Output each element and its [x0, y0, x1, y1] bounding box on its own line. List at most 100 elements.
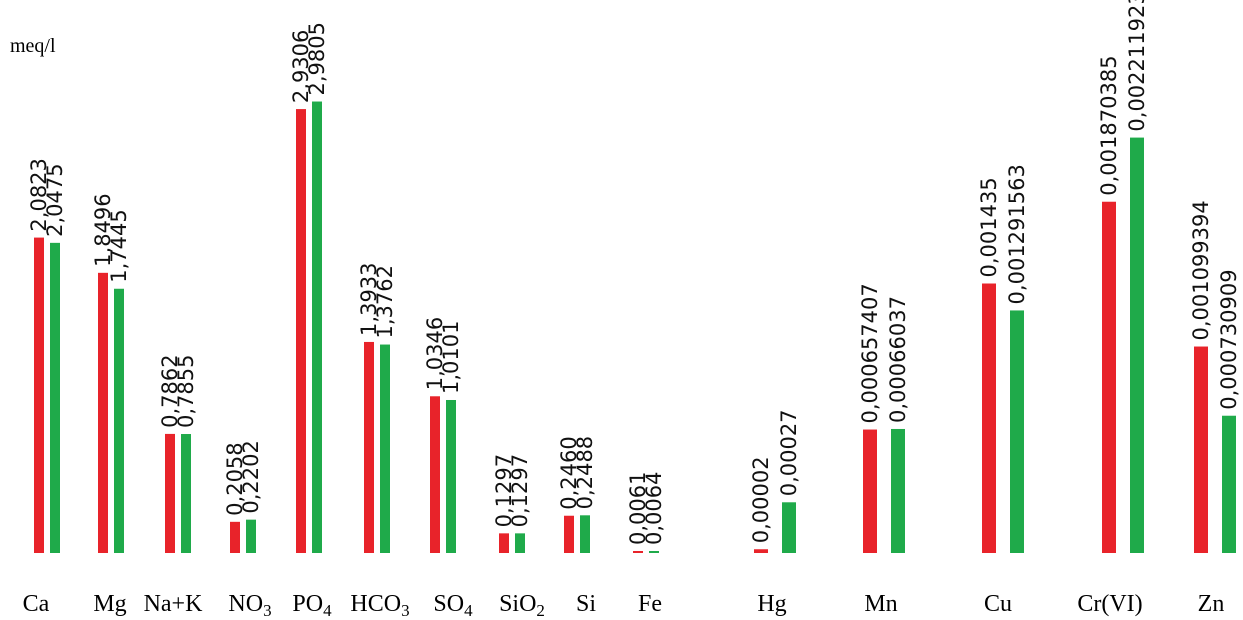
data-label: 1,0346 [423, 317, 447, 390]
data-label: 1,7445 [107, 209, 131, 282]
category-label: SO4 [433, 591, 473, 620]
data-label: 0,2202 [239, 440, 263, 513]
data-label: 0,00066037 [886, 296, 910, 423]
category-label-subscript: 4 [464, 601, 473, 620]
bar-sio-series1 [499, 533, 509, 553]
category-label-subscript: 2 [536, 601, 545, 620]
category-label-text: SO [433, 591, 464, 617]
bar-no-series1 [230, 521, 240, 553]
category-label: PO4 [292, 591, 332, 620]
data-label: 0,00002 [749, 456, 773, 543]
data-label: 0,001099394 [1189, 200, 1213, 340]
data-label: 0,2058 [223, 442, 247, 515]
data-label: 1,3762 [373, 265, 397, 338]
bar-ca-series2 [50, 242, 60, 553]
category-label: Mg [93, 591, 126, 617]
category-label-text: PO [292, 591, 323, 617]
bar-crvi-series2 [1130, 137, 1144, 553]
category-label-text: Mn [864, 591, 897, 617]
bar-so-series2 [446, 399, 456, 553]
data-label: 2,0475 [43, 163, 67, 236]
category-label-text: Fe [638, 591, 662, 617]
bar-hco-series1 [364, 341, 374, 553]
category-label-text: Mg [93, 591, 126, 617]
category-label-text: Cu [984, 591, 1012, 617]
category-label-text: Hg [757, 591, 786, 617]
bar-nak-series1 [165, 433, 175, 553]
data-label: 0,000657407 [858, 283, 882, 423]
data-label: 0,2460 [557, 436, 581, 509]
category-label: Si [576, 591, 596, 617]
bar-ca-series1 [34, 237, 44, 553]
category-label-text: Zn [1198, 591, 1225, 617]
category-label: Na+K [144, 591, 204, 617]
bar-mn-series1 [863, 429, 877, 553]
category-labels-group: Ca Mg Na+K NO3 PO4 HCO3 SO4 SiO2 Si Fe Hg Mn Cu Cr(VI… [23, 591, 1225, 620]
category-label: Cr(VI) [1077, 591, 1142, 617]
category-label: Zn [1198, 591, 1225, 617]
bar-fe-series2 [649, 551, 659, 553]
category-label: Cu [984, 591, 1012, 617]
category-label-text: Si [576, 591, 596, 617]
category-label: SiO2 [499, 591, 545, 620]
bar-si-series1 [564, 515, 574, 553]
data-label: 0,0061 [626, 472, 650, 545]
bar-mg-series2 [114, 288, 124, 553]
bars-group [34, 101, 1236, 554]
category-label: NO3 [228, 591, 271, 620]
category-label-text: HCO [350, 591, 401, 617]
bar-si-series2 [580, 515, 590, 553]
category-label: HCO3 [350, 591, 409, 620]
category-label: Fe [638, 591, 662, 617]
data-label: 0,000730909 [1217, 269, 1241, 409]
data-label: 0,1297 [508, 454, 532, 527]
category-label-text: Cr(VI) [1077, 591, 1142, 617]
bar-hg-series2 [782, 502, 796, 553]
data-label: 0,002211923 [1125, 0, 1149, 132]
data-label: 0,1297 [492, 454, 516, 527]
bar-mn-series2 [891, 428, 905, 553]
data-label: 1,8496 [91, 193, 115, 266]
data-label: 0,001870385 [1097, 55, 1121, 195]
bar-fe-series1 [633, 551, 643, 553]
data-label: 1,3933 [357, 262, 381, 335]
bar-mg-series1 [98, 272, 108, 553]
bar-sio-series2 [515, 533, 525, 553]
data-label: 0,7855 [174, 355, 198, 428]
category-label-text: Ca [23, 591, 50, 617]
bar-zn-series1 [1194, 346, 1208, 553]
data-label: 2,0823 [27, 158, 51, 231]
category-label: Ca [23, 591, 50, 617]
bar-cu-series2 [1010, 310, 1024, 553]
category-label-text: SiO [499, 591, 536, 617]
bar-hg-series1 [754, 549, 768, 553]
bar-po-series1 [296, 109, 306, 553]
bar-po-series2 [312, 101, 322, 554]
bar-crvi-series1 [1102, 201, 1116, 553]
bar-hco-series2 [380, 344, 390, 553]
bar-nak-series2 [181, 434, 191, 553]
data-label: 0,001291563 [1005, 164, 1029, 304]
bar-zn-series2 [1222, 415, 1236, 553]
category-label-text: Na+K [144, 591, 204, 617]
category-label: Mn [864, 591, 897, 617]
bar-cu-series1 [982, 283, 996, 553]
category-label-subscript: 3 [263, 601, 272, 620]
category-label-subscript: 4 [323, 601, 332, 620]
data-label: 1,0101 [439, 321, 463, 394]
data-label: 0,001435 [977, 177, 1001, 277]
bar-so-series1 [430, 396, 440, 553]
bar-no-series2 [246, 519, 256, 553]
data-label: 0,0064 [642, 472, 666, 545]
y-axis-label: meq/l [10, 35, 56, 57]
category-label: Hg [757, 591, 786, 617]
data-label: 0,00027 [777, 409, 801, 496]
data-label: 0,2488 [573, 436, 597, 509]
category-label-text: NO [228, 591, 263, 617]
data-label: 0,7862 [158, 354, 182, 427]
data-label: 2,9306 [289, 30, 313, 103]
category-label-subscript: 3 [401, 601, 410, 620]
data-label: 2,9805 [305, 22, 329, 95]
